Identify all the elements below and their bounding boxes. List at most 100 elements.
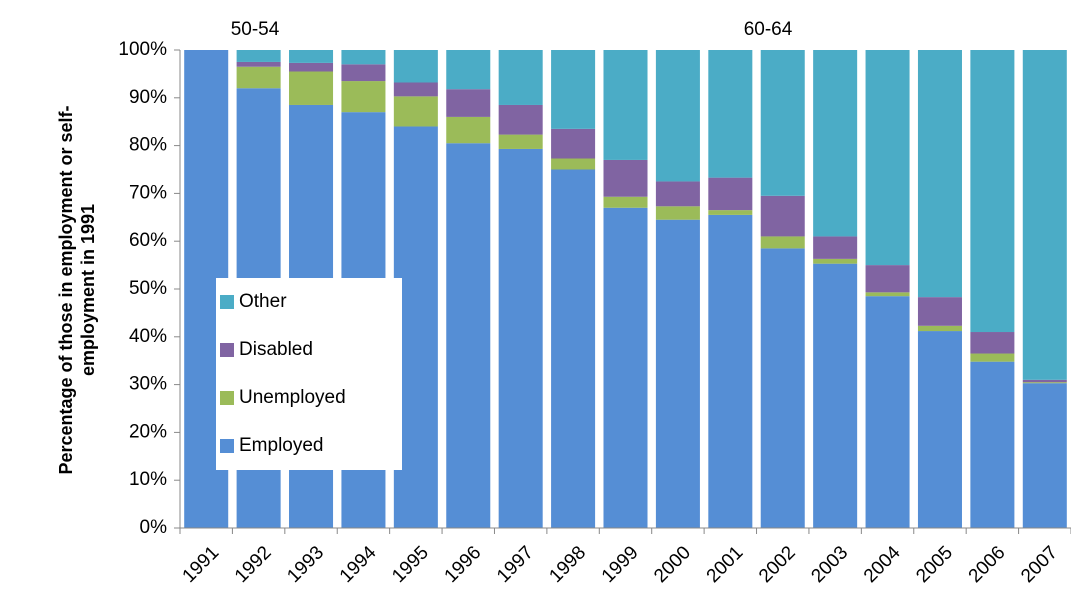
x-tick-label: 2005 bbox=[912, 542, 957, 587]
bar-segment bbox=[970, 332, 1015, 354]
x-tick-label: 2001 bbox=[703, 542, 748, 587]
y-tick-label: 100% bbox=[118, 39, 167, 60]
bar-segment bbox=[1022, 379, 1067, 383]
y-axis-title-line: employment in 1991 bbox=[78, 204, 98, 376]
bar-segment bbox=[393, 96, 438, 127]
bar-segment bbox=[655, 219, 700, 528]
legend-swatch bbox=[220, 439, 234, 453]
bar-segment bbox=[655, 206, 700, 220]
bar-segment bbox=[498, 134, 543, 149]
bar-segment bbox=[603, 50, 648, 160]
bar-segment bbox=[1022, 382, 1067, 384]
x-tick-label: 2000 bbox=[650, 542, 695, 587]
x-tick-label: 2006 bbox=[965, 542, 1010, 587]
bar-segment bbox=[1022, 383, 1067, 528]
y-tick-label: 60% bbox=[129, 230, 167, 251]
legend-label: Disabled bbox=[239, 339, 313, 360]
bar-segment bbox=[603, 207, 648, 529]
bar-segment bbox=[865, 292, 910, 297]
legend-label: Unemployed bbox=[239, 387, 346, 408]
x-tick-label: 1994 bbox=[336, 542, 381, 587]
bar-segment bbox=[498, 50, 543, 105]
bar-segment bbox=[498, 104, 543, 135]
legend-swatch bbox=[220, 343, 234, 357]
bar-segment bbox=[708, 50, 753, 178]
bar-segment bbox=[551, 50, 596, 129]
y-tick-label: 70% bbox=[129, 182, 167, 203]
x-tick-label: 2007 bbox=[1017, 542, 1062, 587]
x-tick-label: 1992 bbox=[231, 542, 276, 587]
x-tick-label: 1996 bbox=[441, 542, 486, 587]
bar-segment bbox=[813, 50, 858, 237]
legend: Other Disabled Unemployed Employed bbox=[216, 278, 402, 470]
bar-segment bbox=[865, 296, 910, 528]
bar-segment bbox=[970, 361, 1015, 528]
bar-segment bbox=[917, 297, 962, 326]
bar-segment bbox=[760, 50, 805, 196]
bar-segment bbox=[865, 265, 910, 293]
annotation: 60-64 bbox=[744, 19, 793, 40]
y-tick-label: 0% bbox=[140, 517, 168, 538]
y-axis-title-line: Percentage of those in employment or sel… bbox=[56, 105, 76, 474]
x-tick-label: 1998 bbox=[545, 542, 590, 587]
legend-swatch bbox=[220, 391, 234, 405]
bar-segment bbox=[813, 258, 858, 264]
annotation: 50-54 bbox=[231, 19, 280, 40]
bar-segment bbox=[551, 128, 596, 159]
bar-segment bbox=[236, 66, 281, 89]
x-tick-label: 2003 bbox=[807, 542, 852, 587]
x-tick-label: 2004 bbox=[860, 542, 905, 587]
bar-segment bbox=[236, 50, 281, 62]
y-tick-label: 80% bbox=[129, 135, 167, 156]
bar-segment bbox=[393, 82, 438, 97]
bar-segment bbox=[341, 81, 386, 113]
bar-segment bbox=[760, 248, 805, 528]
y-axis-title: Percentage of those in employment or sel… bbox=[56, 105, 98, 474]
y-tick-label: 50% bbox=[129, 278, 167, 299]
x-tick-label: 1993 bbox=[283, 542, 328, 587]
bar-segment bbox=[708, 214, 753, 528]
y-tick-label: 40% bbox=[129, 326, 167, 347]
legend-swatch bbox=[220, 295, 234, 309]
bar-segment bbox=[813, 236, 858, 259]
bar-segment bbox=[289, 71, 334, 105]
legend-label: Other bbox=[239, 291, 287, 312]
y-tick-label: 30% bbox=[129, 374, 167, 395]
bar-segment bbox=[1022, 50, 1067, 380]
x-tick-label: 1997 bbox=[493, 542, 538, 587]
bar-segment bbox=[236, 61, 281, 67]
bar-segment bbox=[865, 50, 910, 266]
x-tick-label: 1999 bbox=[598, 542, 643, 587]
bar-segment bbox=[551, 169, 596, 528]
legend-box bbox=[216, 278, 402, 470]
bar-segment bbox=[760, 236, 805, 249]
bar-segment bbox=[289, 62, 334, 72]
x-tick-label: 1991 bbox=[179, 542, 224, 587]
bar-segment bbox=[917, 325, 962, 332]
bar-segment bbox=[393, 50, 438, 83]
bar-segment bbox=[708, 210, 753, 215]
bar-segment bbox=[970, 50, 1015, 333]
x-tick-label: 2002 bbox=[755, 542, 800, 587]
bar-segment bbox=[708, 177, 753, 211]
y-tick-label: 10% bbox=[129, 469, 167, 490]
bar-segment bbox=[446, 89, 491, 117]
bar-segment bbox=[551, 158, 596, 170]
bar-segment bbox=[970, 353, 1015, 362]
bar-segment bbox=[289, 50, 334, 63]
y-tick-label: 90% bbox=[129, 87, 167, 108]
bar-segment bbox=[655, 181, 700, 207]
legend-label: Employed bbox=[239, 435, 324, 456]
bar-segment bbox=[446, 143, 491, 528]
bar-segment bbox=[446, 50, 491, 90]
bar-segment bbox=[760, 195, 805, 237]
bar-segment bbox=[917, 50, 962, 298]
bar-segment bbox=[498, 148, 543, 529]
bar-segment bbox=[917, 331, 962, 528]
bar-segment bbox=[655, 50, 700, 182]
bar-segment bbox=[341, 50, 386, 65]
bar-segment bbox=[446, 116, 491, 144]
bar-segment bbox=[813, 263, 858, 528]
bar-segment bbox=[603, 196, 648, 208]
